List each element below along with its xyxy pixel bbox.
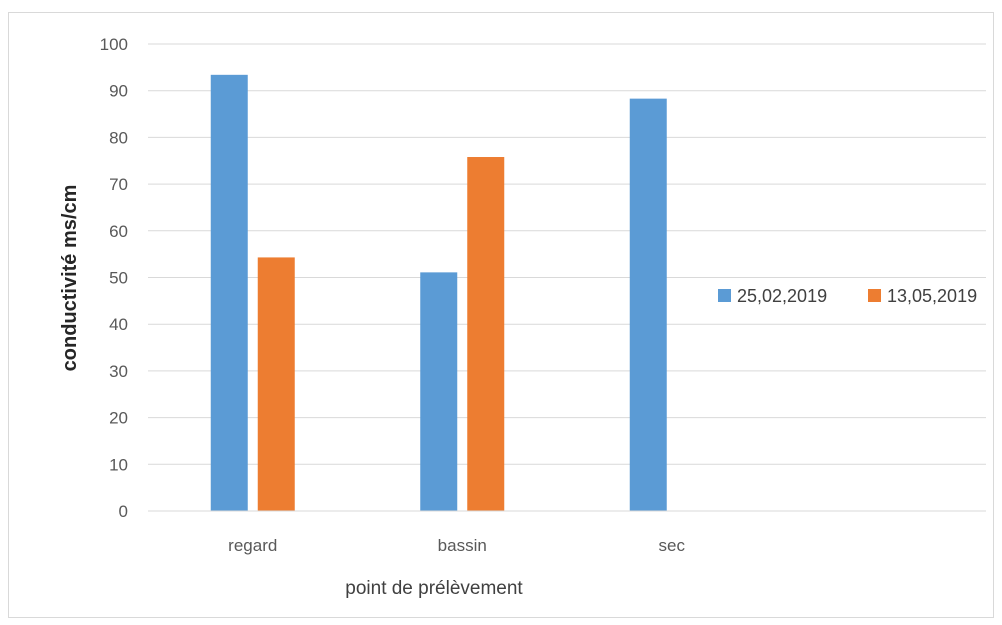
legend: 25,02,2019 13,05,2019 (718, 286, 977, 306)
y-tick-label: 80 (109, 128, 128, 147)
category-label: bassin (438, 536, 487, 555)
legend-label: 25,02,2019 (737, 286, 827, 306)
bars (210, 74, 667, 512)
legend-swatch (868, 289, 881, 302)
x-axis-title: point de prélèvement (345, 578, 523, 599)
legend-label: 13,05,2019 (887, 286, 977, 306)
y-tick-label: 10 (109, 455, 128, 474)
bar-2-bassin (467, 157, 505, 511)
category-label: sec (659, 536, 686, 555)
category-labels: regard bassin sec (228, 536, 685, 555)
y-axis-title: conductivité ms/cm (59, 185, 81, 372)
category-label: regard (228, 536, 277, 555)
y-tick-label: 20 (109, 409, 128, 428)
y-tick-label: 100 (100, 35, 128, 54)
bar-1-bassin (420, 272, 458, 511)
y-tick-label: 90 (109, 82, 128, 101)
y-tick-labels: 0 10 20 30 40 50 60 70 80 90 100 (100, 35, 128, 521)
y-tick-label: 0 (119, 502, 128, 521)
y-tick-label: 50 (109, 269, 128, 288)
bar-1-regard (210, 74, 248, 512)
legend-swatch (718, 289, 731, 302)
y-tick-label: 60 (109, 222, 128, 241)
bar-2-regard (257, 257, 295, 511)
y-tick-label: 70 (109, 175, 128, 194)
bar-1-sec (629, 98, 667, 511)
y-tick-label: 30 (109, 362, 128, 381)
y-tick-label: 40 (109, 315, 128, 334)
